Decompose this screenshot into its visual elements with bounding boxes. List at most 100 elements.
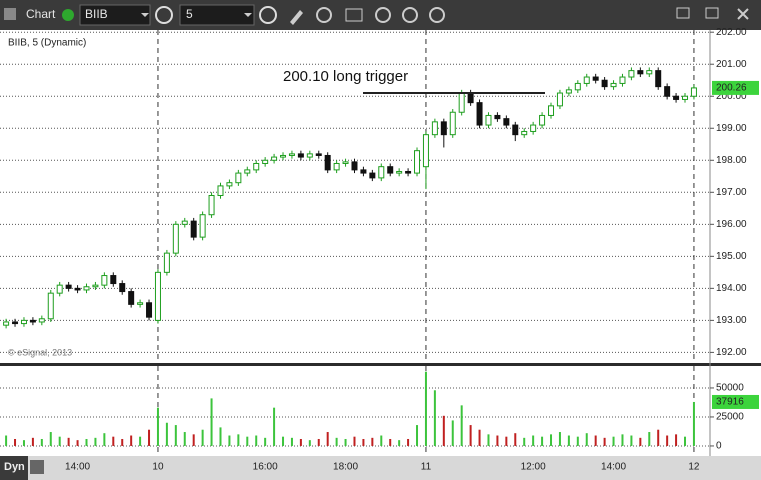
volume-bar bbox=[567, 435, 570, 446]
y-tick-label: 198.00 bbox=[716, 155, 747, 166]
y-tick-label: 197.00 bbox=[716, 187, 747, 198]
chart-title: BIIB, 5 (Dynamic) bbox=[8, 38, 86, 49]
candle-body bbox=[315, 153, 322, 156]
candle-body bbox=[583, 76, 590, 84]
x-tick-label: 12:00 bbox=[521, 462, 546, 473]
volume-bar bbox=[558, 432, 561, 446]
candle-body bbox=[565, 89, 572, 94]
volume-tick-label: 50000 bbox=[716, 383, 744, 394]
candle-body bbox=[190, 220, 197, 238]
candle-body bbox=[271, 156, 278, 161]
mode-box[interactable] bbox=[0, 456, 28, 480]
toolbar-title: Chart bbox=[26, 7, 56, 21]
volume-bar bbox=[201, 429, 204, 446]
plot: 192.00 193.00 194.00 195.00 196.00 197.00 198.… bbox=[0, 27, 759, 473]
candle-body bbox=[664, 86, 671, 97]
candle-body bbox=[119, 283, 126, 293]
volume-bar bbox=[478, 429, 481, 446]
candle-body bbox=[467, 92, 474, 104]
volume-bar bbox=[487, 434, 490, 446]
candle-body bbox=[440, 121, 447, 136]
interval-box[interactable] bbox=[179, 4, 255, 26]
draw-icon[interactable] bbox=[290, 10, 303, 25]
last-price-label: 200.26 bbox=[716, 83, 747, 94]
volume-bar bbox=[290, 437, 293, 446]
volume-bar bbox=[130, 435, 133, 446]
volume-bar bbox=[353, 436, 356, 446]
mode-icon[interactable] bbox=[30, 460, 44, 474]
chart-icon[interactable] bbox=[4, 8, 16, 20]
symbol-box[interactable] bbox=[79, 4, 151, 26]
volume-bar bbox=[237, 434, 240, 446]
candle-body bbox=[146, 302, 153, 318]
volume-bar bbox=[389, 438, 392, 446]
candle-body bbox=[306, 153, 313, 158]
studies-icon[interactable] bbox=[345, 8, 363, 22]
mode-text: Dyn bbox=[4, 461, 25, 473]
y-tick-label: 202.00 bbox=[716, 27, 747, 38]
volume-bar bbox=[121, 438, 124, 446]
candle-body bbox=[342, 161, 349, 164]
volume-bar bbox=[228, 435, 231, 446]
volume-bar bbox=[505, 436, 508, 446]
x-tick-label: 10 bbox=[152, 462, 164, 473]
candle-body bbox=[163, 252, 170, 273]
candle-body bbox=[637, 70, 644, 75]
y-tick-label: 201.00 bbox=[716, 59, 747, 70]
candle-body bbox=[690, 87, 697, 97]
volume-bar bbox=[532, 435, 535, 446]
volume-bar bbox=[639, 437, 642, 446]
volume-bar bbox=[460, 405, 463, 446]
volume-bar bbox=[585, 433, 588, 446]
last-price-tag bbox=[712, 80, 759, 95]
candle-body bbox=[235, 172, 242, 184]
candle-body bbox=[154, 271, 161, 321]
symbol-text: BIIB bbox=[85, 7, 108, 21]
volume-bar bbox=[326, 432, 329, 446]
candle-body bbox=[101, 275, 108, 286]
time-axis bbox=[0, 456, 761, 480]
link-icon[interactable] bbox=[676, 7, 690, 19]
volume-bar bbox=[451, 420, 454, 446]
minimize-icon[interactable] bbox=[705, 7, 719, 19]
close-icon[interactable] bbox=[737, 8, 749, 20]
candle-body bbox=[38, 318, 45, 323]
volume-bar bbox=[112, 436, 115, 446]
candle-body bbox=[360, 169, 367, 174]
candle-body bbox=[92, 284, 99, 288]
y-tick-label: 196.00 bbox=[716, 219, 747, 230]
volume-bar bbox=[219, 427, 222, 446]
y-tick-label: 193.00 bbox=[716, 315, 747, 326]
watermark: © eSignal, 2013 bbox=[8, 347, 72, 357]
candle-body bbox=[65, 284, 72, 289]
price-panel bbox=[0, 30, 761, 363]
volume-bar bbox=[264, 437, 267, 446]
candle-body bbox=[199, 214, 206, 238]
candle-body bbox=[387, 166, 394, 174]
volume-bar bbox=[380, 435, 383, 446]
volume-bar bbox=[317, 438, 320, 446]
time-icon[interactable] bbox=[259, 6, 277, 24]
volume-bar bbox=[692, 401, 695, 446]
options-icon[interactable] bbox=[429, 7, 445, 23]
candle-body bbox=[485, 114, 492, 126]
play-icon[interactable] bbox=[375, 7, 391, 23]
volume-bar bbox=[76, 440, 79, 446]
candle-body bbox=[12, 321, 19, 325]
search-icon[interactable] bbox=[402, 7, 418, 23]
refresh-icon[interactable] bbox=[316, 7, 332, 23]
candle-body bbox=[601, 79, 608, 88]
settings-icon[interactable] bbox=[155, 6, 173, 24]
candle-body bbox=[83, 286, 90, 291]
candle-body bbox=[378, 166, 385, 179]
candle-body bbox=[208, 195, 215, 216]
volume-bar bbox=[192, 434, 195, 446]
candle-body bbox=[244, 169, 251, 174]
x-tick-label: 14:00 bbox=[65, 462, 90, 473]
volume-bar bbox=[156, 407, 159, 446]
volume-bar bbox=[657, 429, 660, 446]
volume-tick-label: 25000 bbox=[716, 412, 744, 423]
volume-bar bbox=[541, 436, 544, 446]
candle-body bbox=[458, 92, 465, 113]
